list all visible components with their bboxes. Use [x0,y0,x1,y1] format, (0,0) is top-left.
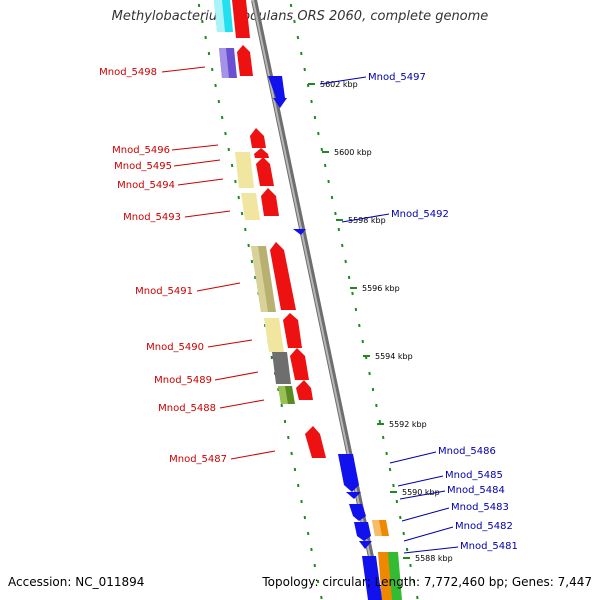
feature-green-light [278,386,288,404]
reverse-gene-arrows [232,0,326,458]
gene-leader-line [161,66,206,73]
gene-label-mnod-5488: Mnod_5488 [158,403,216,414]
gene-label-mnod-5494: Mnod_5494 [117,180,175,191]
gene-label-mnod-5490: Mnod_5490 [146,342,204,353]
gene-leader-line [230,450,276,460]
gene-arrow-mnod-5483 [354,522,371,541]
gene-label-mnod-5487: Mnod_5487 [169,454,227,465]
feature-grey [272,352,291,384]
gene-arrow-mnod-5484 [349,504,366,521]
scale-tick-label: 5594 kbp [375,352,413,361]
gene-leader-line [403,526,454,542]
gene-label-mnod-5482: Mnod_5482 [455,521,513,532]
scale-tick-label: 5588 kbp [415,554,453,563]
gene-arrow-mnod-5491 [270,242,296,310]
forward-gene-arrows [268,76,402,600]
gene-label-mnod-5481: Mnod_5481 [460,541,518,552]
gene-label-mnod-5492: Mnod_5492 [391,209,449,220]
gene-leader-line [177,178,224,186]
gene-leader-line [399,490,446,500]
feature-olive-large-light [251,246,268,312]
scale-tick-label: 5596 kbp [362,284,400,293]
gene-arrow-mnod-5490 [283,313,302,348]
genome-backbone-highlight [252,0,380,600]
topology-label: Topology: circular; Length: 7,772,460 bp… [262,575,592,589]
gene-arrow-mnod-5493 [261,188,279,216]
gene-leader-line [401,507,450,522]
gene-arrow-mnod-5486 [338,454,359,492]
gene-arrow-mnod-5494 [256,157,274,186]
gene-leader-line [184,210,231,218]
gene-label-mnod-5498: Mnod_5498 [99,67,157,78]
gene-leader-line [319,76,367,85]
gene-label-mnod-5489: Mnod_5489 [154,375,212,386]
scale-tick-label: 5600 kbp [334,148,372,157]
scale-tick-label: 5592 kbp [389,420,427,429]
gene-label-mnod-5491: Mnod_5491 [135,286,193,297]
gene-arrow-mnod-5482 [359,541,372,549]
forward-gene-labels: Mnod_5497 Mnod_5492 Mnod_5486 Mnod_5485 Mnod… [319,72,518,554]
gene-leader-line [389,451,437,464]
gene-arrow-mnod-5488 [296,380,313,400]
scale-tick-label: 5598 kbp [348,216,386,225]
gene-arrow-mnod-5497 [268,76,287,108]
gene-leader-line [207,339,253,348]
gene-leader-line [196,282,241,292]
feature-yellow-1 [235,152,254,188]
gene-arrow-mnod-5498 [237,45,253,76]
gene-arrow-mnod-5492 [293,229,306,235]
reverse-feature-bars [214,0,295,404]
gene-arrow-mnod-5495 [254,148,269,158]
gene-label-mnod-5483: Mnod_5483 [451,502,509,513]
gene-label-mnod-5493: Mnod_5493 [123,212,181,223]
gene-leader-line [219,399,265,409]
gene-arrow-mnod-5485 [346,492,361,499]
gene-leader-line [403,546,459,554]
gene-label-mnod-5484: Mnod_5484 [447,485,505,496]
gene-leader-line [341,213,390,223]
feature-purple-light [219,48,229,78]
gene-label-mnod-5485: Mnod_5485 [445,470,503,481]
feature-green-lower [388,552,402,600]
gene-label-mnod-5496: Mnod_5496 [112,145,170,156]
gene-leader-line [173,159,221,167]
feature-yellow-3 [264,318,284,352]
gene-arrow-mnod-5496 [250,128,266,148]
gene-arrow-mnod-5489 [290,348,309,380]
scale-ticks: 5602 kbp 5600 kbp 5598 kbp 5596 kbp 5594 kbp… [308,80,453,563]
gene-label-mnod-5486: Mnod_5486 [438,446,496,457]
map-title: Methylobacterium nodulans ORS 2060, comp… [111,9,489,24]
gene-label-mnod-5495: Mnod_5495 [114,161,172,172]
scale-tick-label: 5602 kbp [320,80,358,89]
scale-tick-label: 5590 kbp [402,488,440,497]
gene-leader-line [171,144,219,151]
feature-cyan-top-light [214,0,225,32]
gene-arrow-mnod-5498-top [232,0,250,38]
outer-track-guide [289,3,419,600]
gene-arrow-mnod-5487 [305,426,326,458]
gene-leader-line [397,475,444,487]
feature-yellow-2 [241,193,260,220]
gene-arrow-mnod-5481 [362,556,382,600]
accession-label: Accession: NC_011894 [8,575,145,589]
feature-orange-light [372,520,382,536]
gene-label-mnod-5497: Mnod_5497 [368,72,426,83]
gene-leader-line [214,371,259,381]
reverse-gene-labels: Mnod_5498 Mnod_5496 Mnod_5495 Mnod_5494 Mnod… [99,66,276,465]
